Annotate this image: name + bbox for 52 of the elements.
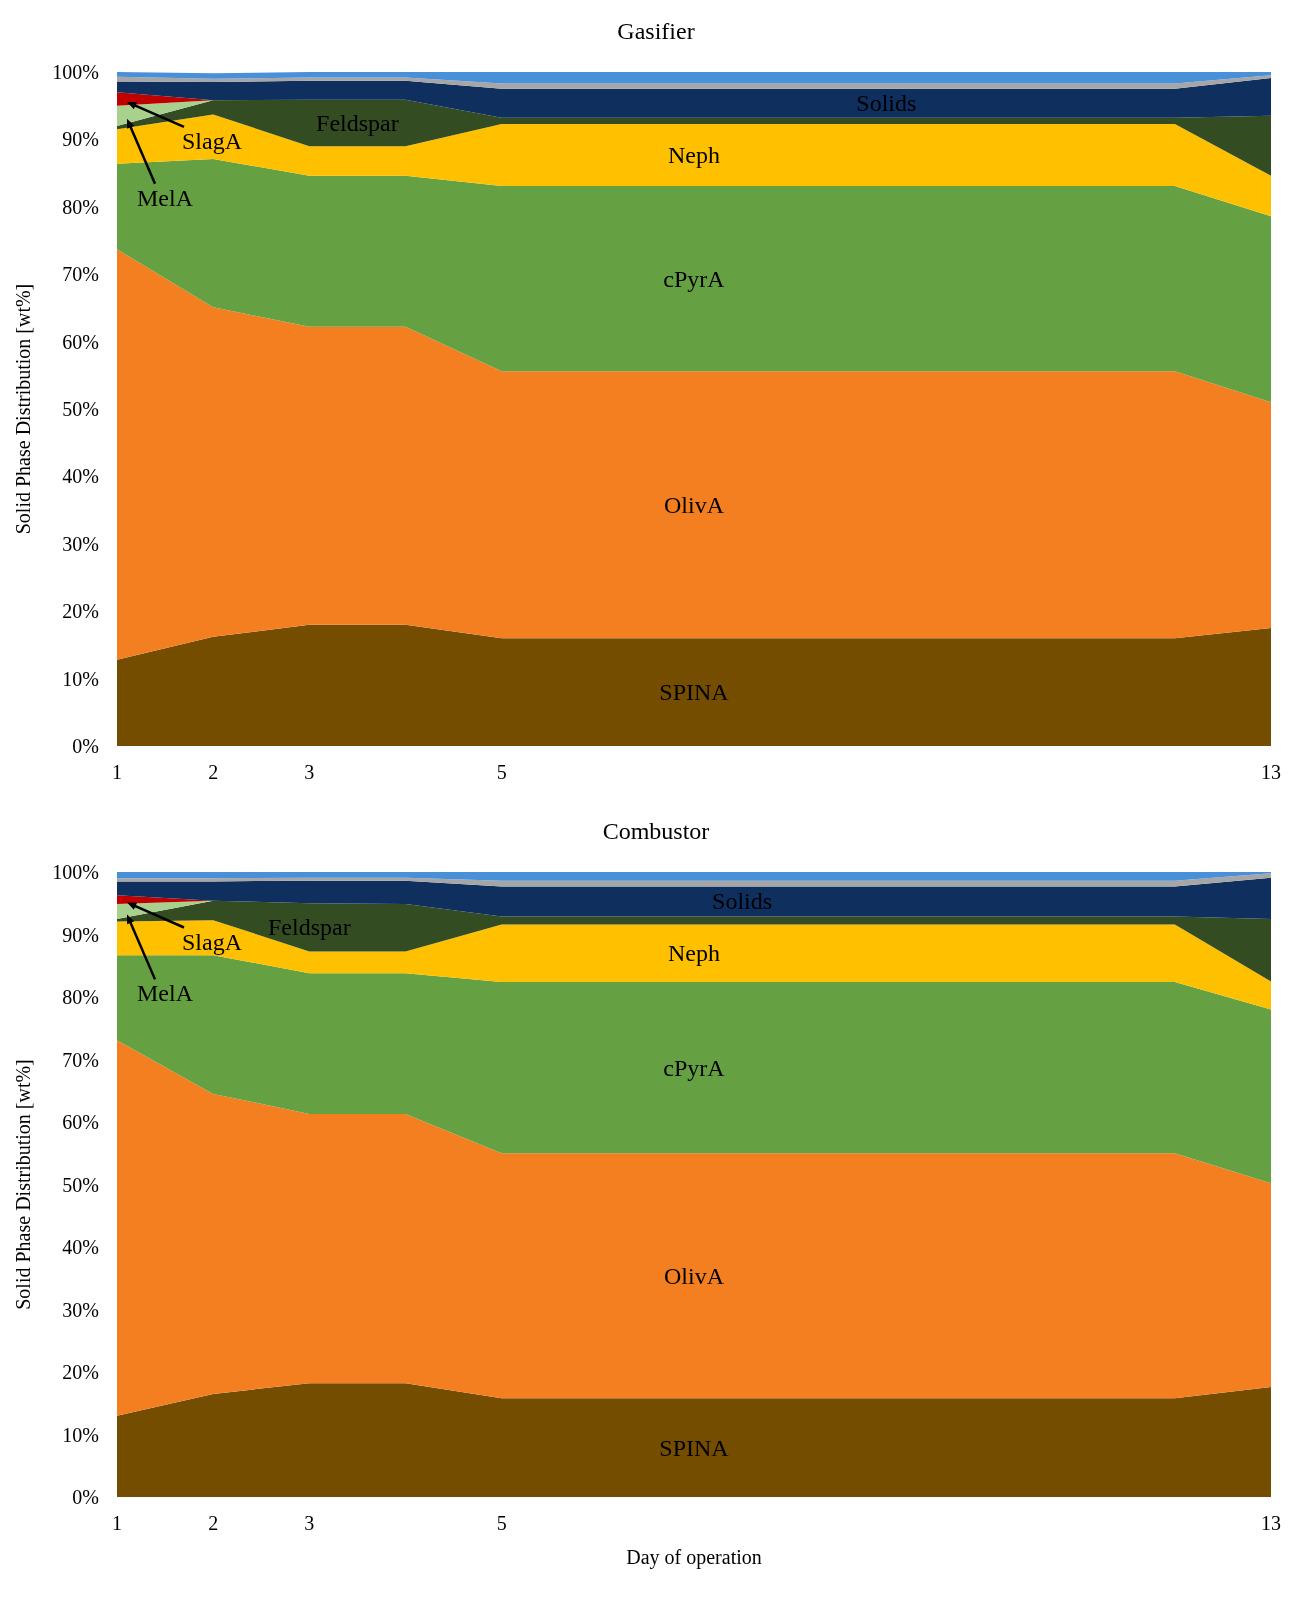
y-tick-label: 80% xyxy=(62,986,99,1008)
x-tick-label: 3 xyxy=(304,1512,315,1534)
y-tick-label: 10% xyxy=(62,667,99,690)
y-tick-label: 100% xyxy=(52,861,99,883)
y-tick-label: 90% xyxy=(62,923,99,946)
y-tick-label: 80% xyxy=(62,195,99,218)
x-tick-label: 3 xyxy=(304,761,315,783)
series-label: cPyrA xyxy=(663,265,726,292)
y-axis-title: Solid Phase Distribution [wt%] xyxy=(12,1059,34,1310)
series-label: Solids xyxy=(712,888,773,915)
series-label: Neph xyxy=(668,940,720,967)
text: MelA xyxy=(137,980,194,1007)
y-tick-label: 40% xyxy=(62,465,99,488)
series-label: OlivA xyxy=(664,1262,725,1289)
x-tick-label: 13 xyxy=(1261,761,1281,783)
series-label: Neph xyxy=(668,141,720,168)
y-tick-label: 70% xyxy=(62,1048,99,1071)
series-label: SPINA xyxy=(659,679,730,706)
chart-title: Combustor xyxy=(602,818,710,844)
series-label: Solids xyxy=(856,90,917,117)
y-tick-label: 50% xyxy=(62,1173,99,1196)
y-tick-label: 60% xyxy=(62,330,99,353)
y-tick-label: 40% xyxy=(62,1236,99,1258)
y-axis-title: Solid Phase Distribution [wt%] xyxy=(12,283,34,535)
x-tick-label: 1 xyxy=(112,761,122,783)
y-tick-label: 0% xyxy=(72,1486,99,1508)
chart-title: Gasifier xyxy=(617,18,695,44)
y-tick-label: 0% xyxy=(72,735,99,757)
y-tick-label: 20% xyxy=(62,600,99,623)
y-tick-label: 60% xyxy=(62,1111,99,1133)
y-tick-label: 10% xyxy=(62,1423,99,1446)
y-tick-label: 20% xyxy=(62,1361,99,1383)
x-axis-title: Day of operation xyxy=(626,1546,762,1569)
y-tick-label: 50% xyxy=(62,398,99,420)
series-label: SlagA xyxy=(182,127,243,154)
y-tick-label: 70% xyxy=(62,263,99,286)
series-label: OlivA xyxy=(664,491,725,518)
x-tick-label: 1 xyxy=(112,1512,122,1534)
series-label: Feldspar xyxy=(316,109,399,136)
x-tick-label: 2 xyxy=(208,1512,219,1534)
y-tick-label: 90% xyxy=(62,128,99,151)
y-tick-label: 30% xyxy=(62,532,99,555)
text: MelA xyxy=(137,184,194,211)
x-tick-label: 5 xyxy=(496,761,507,783)
x-tick-label: 5 xyxy=(496,1512,507,1534)
y-tick-label: 30% xyxy=(62,1298,99,1321)
series-label: cPyrA xyxy=(663,1054,726,1081)
x-tick-label: 13 xyxy=(1261,1512,1281,1534)
x-tick-label: 2 xyxy=(208,761,219,783)
series-label: SlagA xyxy=(182,928,243,955)
series-label: Feldspar xyxy=(268,914,351,941)
y-tick-label: 100% xyxy=(52,61,99,83)
